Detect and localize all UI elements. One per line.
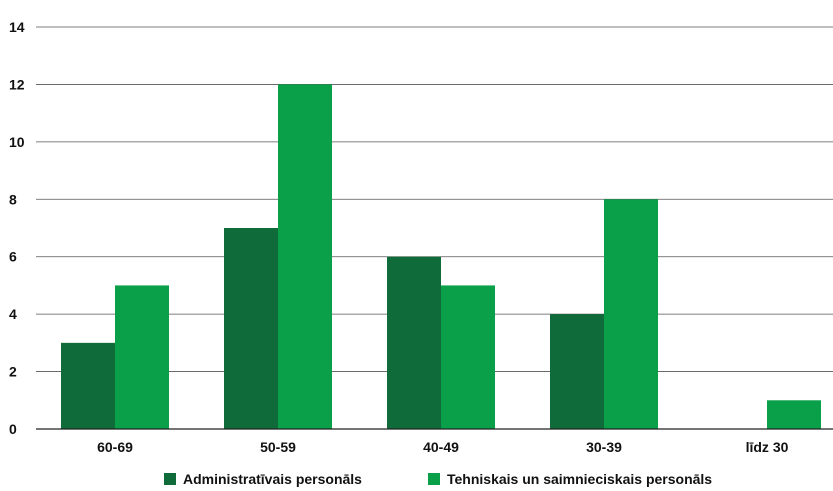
y-tick-label: 0 [9, 421, 17, 437]
bar-tech-4 [767, 400, 821, 429]
y-axis-tick-labels: 0 2 4 6 8 10 12 14 [9, 19, 25, 437]
bar-admin-1 [224, 228, 278, 429]
bar-tech-2 [441, 285, 495, 429]
y-tick-label: 8 [9, 191, 17, 207]
y-tick-label: 4 [9, 306, 17, 322]
y-tick-label: 10 [9, 134, 25, 150]
x-tick-label: 30-39 [586, 439, 622, 455]
bar-admin-2 [387, 256, 441, 429]
legend-swatch-tech [428, 473, 440, 485]
y-tick-label: 14 [9, 19, 25, 35]
y-tick-label: 12 [9, 76, 25, 92]
y-tick-label: 6 [9, 249, 17, 265]
bar-tech-1 [278, 84, 332, 429]
bar-admin-0 [61, 342, 115, 429]
x-tick-label: līdz 30 [746, 439, 789, 455]
x-tick-label: 60-69 [97, 439, 133, 455]
legend: Administratīvais personāls Tehniskais un… [164, 471, 712, 487]
x-tick-label: 50-59 [260, 439, 296, 455]
legend-label-admin: Administratīvais personāls [183, 471, 362, 487]
legend-swatch-admin [164, 473, 176, 485]
legend-label-tech: Tehniskais un saimnieciskais personāls [447, 471, 712, 487]
bar-tech-0 [115, 285, 169, 429]
bars [61, 84, 821, 429]
x-axis-tick-labels: 60-69 50-59 40-49 30-39 līdz 30 [97, 439, 789, 455]
x-tick-label: 40-49 [423, 439, 459, 455]
y-tick-label: 2 [9, 364, 17, 380]
bar-tech-3 [604, 199, 658, 429]
bar-admin-3 [550, 314, 604, 429]
